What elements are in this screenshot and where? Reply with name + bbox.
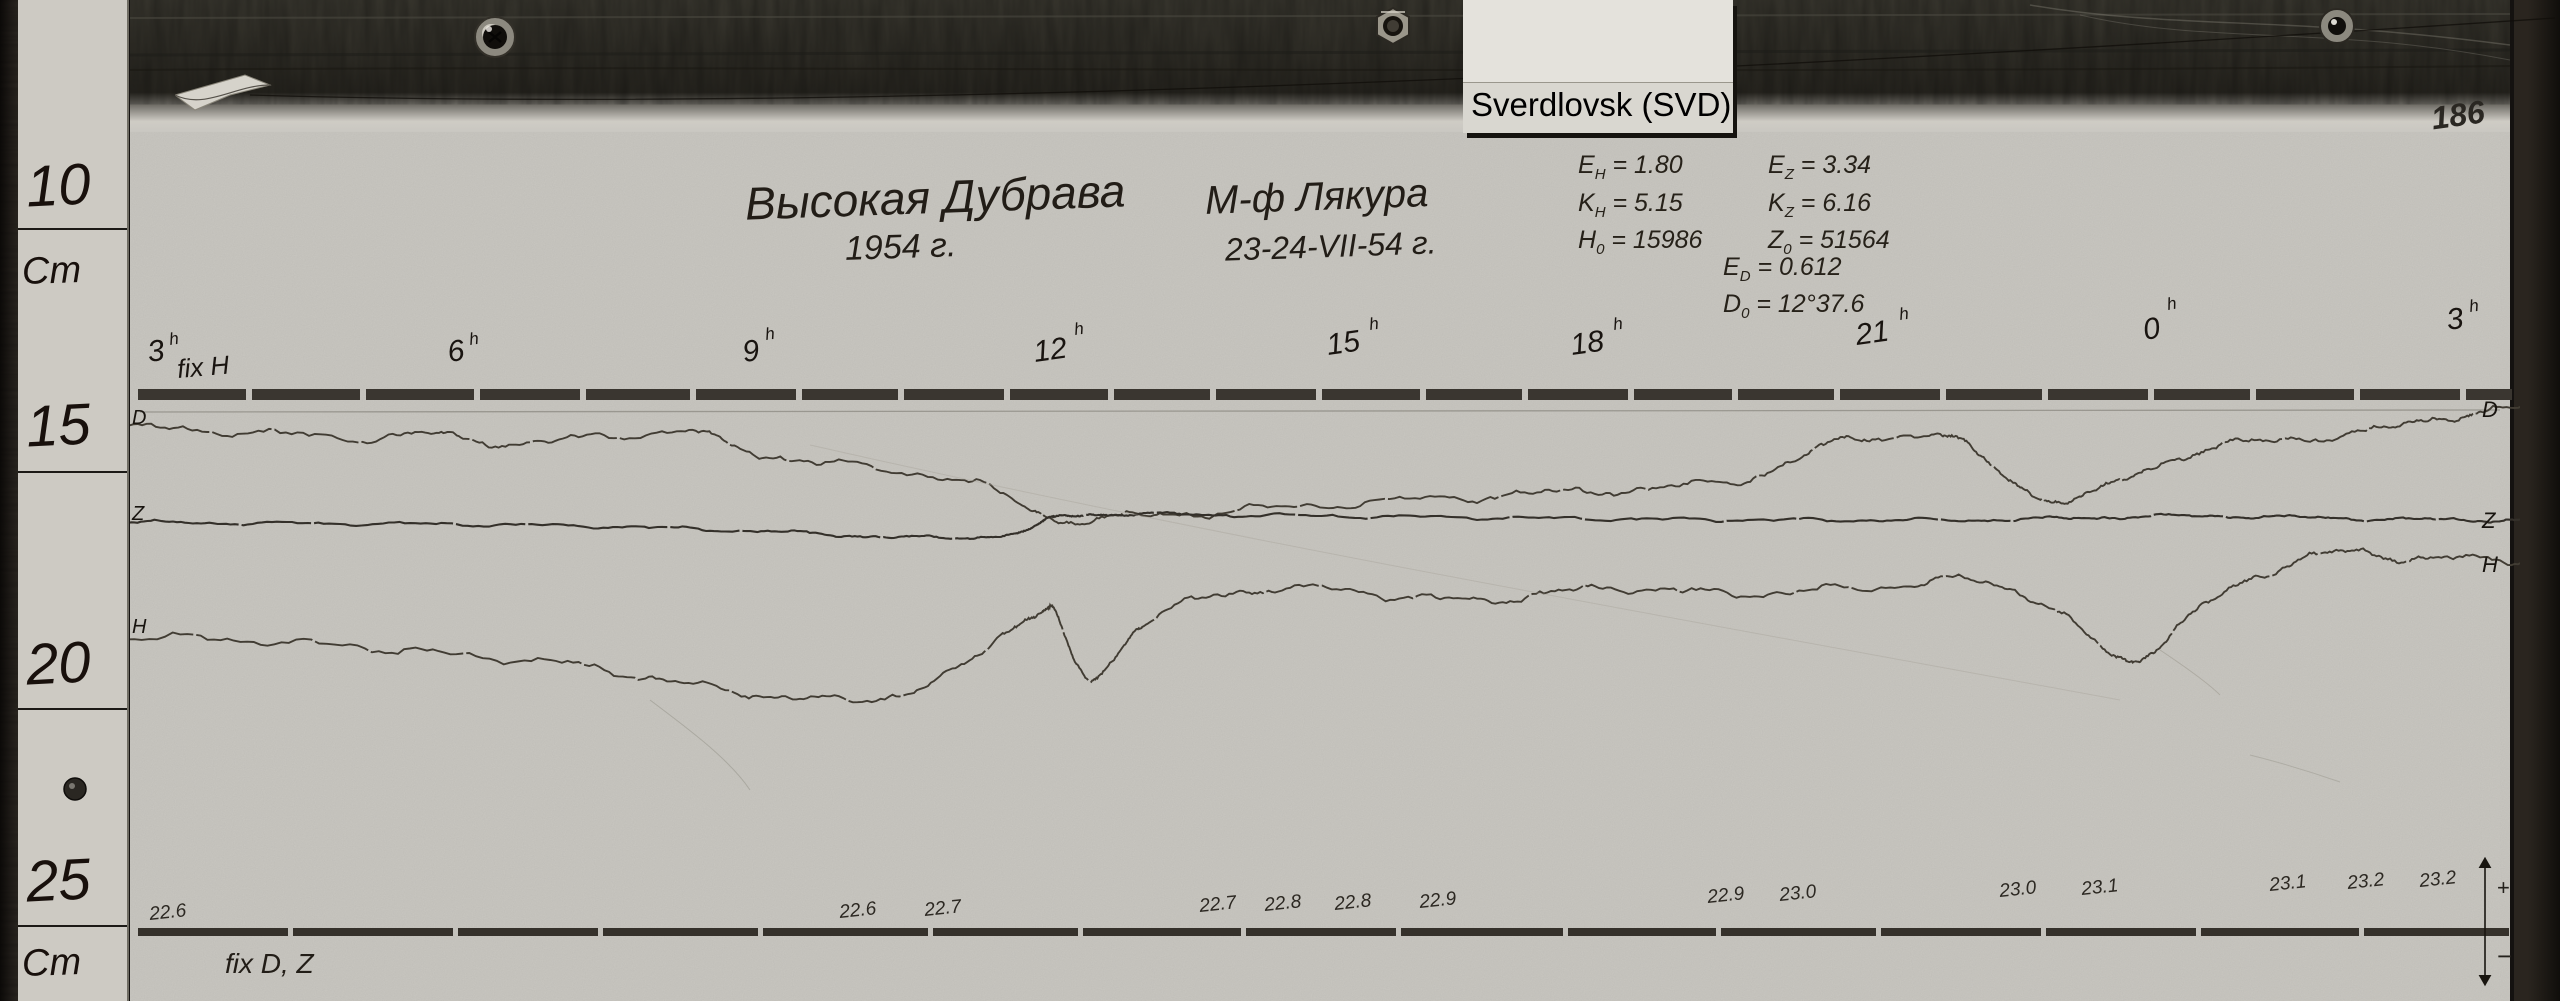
- svg-text:Z: Z: [2481, 508, 2497, 533]
- svg-text:H: H: [132, 616, 147, 638]
- svg-text:H: H: [2482, 552, 2498, 577]
- svg-text:D: D: [132, 407, 146, 429]
- svg-text:D: D: [2482, 397, 2498, 422]
- svg-text:Z: Z: [131, 503, 145, 525]
